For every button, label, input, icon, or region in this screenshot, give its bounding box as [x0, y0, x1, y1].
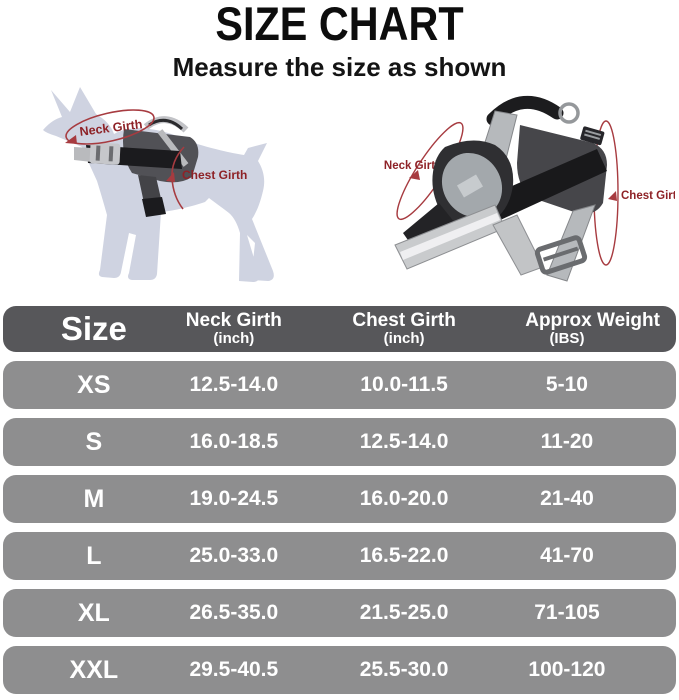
harness-product-diagram: Neck Girth Chest Girth: [384, 95, 675, 282]
chest-pad-label: [456, 174, 484, 198]
buckle-slot: [95, 145, 101, 161]
chest-girth-label: Chest Girth: [182, 168, 247, 182]
table-row-xxl: XXL 29.5-40.5 25.5-30.0 100-120: [3, 646, 676, 694]
slide-buckle: [534, 235, 588, 275]
chest-girth-cell: 25.5-30.0: [359, 658, 449, 681]
velcro-band: [473, 149, 607, 227]
column-unit: (IBS): [549, 330, 585, 348]
page-subtitle: Measure the size as shown: [172, 52, 507, 82]
neck-girth-cell: 19.0-24.5: [189, 487, 279, 510]
approx-weight-column-header: Approx Weight (IBS): [525, 310, 660, 348]
size-cell: S: [85, 427, 103, 456]
table-row-m: M 19.0-24.5 16.0-20.0 21-40: [3, 475, 676, 523]
table-row-l: L 25.0-33.0 16.5-22.0 41-70: [3, 532, 676, 580]
right-lower-strap: [492, 214, 544, 276]
size-cell: M: [83, 484, 105, 513]
page-title: SIZE CHART: [215, 0, 464, 50]
column-unit: (inch): [383, 330, 425, 348]
harness-saddle-trim: [157, 129, 189, 167]
size-table: Size Neck Girth (inch) Chest Girth (inch…: [3, 306, 676, 700]
chest-girth-cell: 12.5-14.0: [359, 430, 449, 453]
neck-girth-cell: 12.5-14.0: [189, 373, 279, 396]
neck-girth-column-header: Neck Girth (inch): [185, 311, 283, 347]
table-row-s: S 16.0-18.5 12.5-14.0 11-20: [3, 418, 676, 466]
size-table-header: Size Neck Girth (inch) Chest Girth (inch…: [3, 306, 676, 352]
approx-weight-cell: 71-105: [534, 601, 600, 624]
slide-buckle-bar: [542, 246, 579, 262]
size-column-header: Size: [60, 310, 127, 347]
chest-girth-arrowhead: [166, 172, 175, 182]
neck-girth-cell: 29.5-40.5: [189, 658, 279, 681]
chest-girth-column-header: Chest Girth (inch): [283, 311, 525, 347]
approx-weight-cell: 11-20: [540, 430, 594, 453]
dog-harness-diagram: Neck Girth Chest Girth: [43, 87, 274, 282]
size-cell: L: [86, 541, 102, 570]
neck-girth-ellipse: [65, 109, 155, 145]
chest-girth-label: Chest Girth: [621, 190, 675, 202]
buckle-slot: [108, 146, 114, 162]
size-cell: XXL: [69, 655, 119, 684]
neck-girth-arrowhead: [409, 170, 420, 180]
dog-silhouette: [43, 87, 274, 282]
chest-girth-cell: 10.0-11.5: [360, 373, 448, 396]
logo-patch-line: [585, 129, 602, 137]
table-row-xl: XL 26.5-35.0 21.5-25.0 71-105: [3, 589, 676, 637]
leash-d-ring: [558, 102, 580, 124]
harness-girth-strap-tip: [142, 197, 166, 217]
harness-girth-strap: [138, 175, 162, 203]
size-cell: XS: [77, 370, 111, 399]
neck-girth-cell: 26.5-35.0: [189, 601, 279, 624]
size-cell: XL: [77, 598, 110, 627]
column-name: Approx Weight: [525, 310, 660, 332]
chest-girth-arrowhead: [608, 191, 617, 201]
harness-strap-stub: [74, 147, 92, 162]
neck-girth-cell: 25.0-33.0: [189, 544, 279, 567]
column-name: Neck Girth: [185, 310, 282, 332]
approx-weight-cell: 21-40: [540, 487, 594, 510]
approx-weight-cell: 100-120: [528, 658, 606, 681]
approx-weight-cell: 5-10: [545, 373, 588, 396]
harness-buckle: [89, 142, 121, 165]
neck-girth-arrowhead: [65, 135, 77, 144]
neck-girth-label: Neck Girth: [384, 160, 442, 172]
column-name: Chest Girth: [352, 310, 456, 332]
approx-weight-cell: 41-70: [540, 544, 594, 567]
chest-girth-cell: 21.5-25.0: [359, 601, 449, 624]
chest-girth-cell: 16.0-20.0: [359, 487, 449, 510]
logo-patch-line: [584, 133, 601, 140]
reflective-strap-stripe: [400, 213, 500, 260]
chest-girth-cell: 16.5-22.0: [359, 544, 449, 567]
table-row-xs: XS 12.5-14.0 10.0-11.5 5-10: [3, 361, 676, 409]
column-unit: (inch): [213, 330, 255, 348]
neck-girth-cell: 16.0-18.5: [189, 430, 279, 453]
